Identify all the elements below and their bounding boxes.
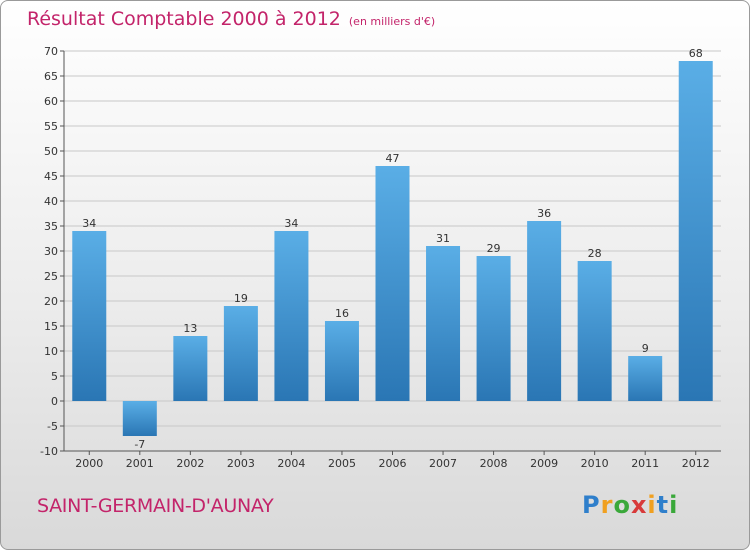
data-label: 19: [234, 292, 248, 305]
x-tick-label: 2005: [328, 457, 356, 470]
logo-letter: P: [582, 491, 601, 519]
bar: [173, 336, 208, 401]
bar: [527, 221, 562, 401]
data-label: 34: [82, 217, 96, 230]
data-label: 29: [487, 242, 501, 255]
bar: [426, 246, 461, 401]
y-tick-label: 40: [44, 195, 58, 208]
bar: [678, 61, 713, 401]
x-tick-label: 2003: [227, 457, 255, 470]
y-tick-label: 25: [44, 270, 58, 283]
logo-letter: o: [613, 491, 631, 519]
x-tick-label: 2012: [682, 457, 710, 470]
y-tick-label: 5: [51, 370, 58, 383]
y-tick-label: 15: [44, 320, 58, 333]
chart-subtitle: (en milliers d'€): [348, 15, 436, 28]
y-tick-label: 65: [44, 70, 58, 83]
data-label: 9: [642, 342, 649, 355]
bar: [577, 261, 612, 401]
y-tick-label: 50: [44, 145, 58, 158]
bar: [72, 231, 107, 401]
proxiti-logo[interactable]: Proxiti: [582, 491, 678, 519]
y-tick-label: 55: [44, 120, 58, 133]
y-tick-label: 10: [44, 345, 58, 358]
x-tick-label: 2011: [631, 457, 659, 470]
data-label: 16: [335, 307, 349, 320]
y-tick-label: 70: [44, 45, 58, 58]
y-tick-label: 20: [44, 295, 58, 308]
bar: [375, 166, 410, 401]
logo-letter: x: [630, 491, 648, 519]
x-tick-label: 2002: [176, 457, 204, 470]
commune-name: SAINT-GERMAIN-D'AUNAY: [37, 495, 274, 517]
data-label: 36: [537, 207, 551, 220]
x-tick-label: 2009: [530, 457, 558, 470]
y-tick-label: 45: [44, 170, 58, 183]
y-tick-label: 35: [44, 220, 58, 233]
logo-letter: r: [600, 491, 614, 519]
bar: [223, 306, 258, 401]
data-label: 28: [588, 247, 602, 260]
x-tick-labels: 2000 2001 2002 2003 2004 2005 2006 2007 2008 2009…: [75, 451, 710, 470]
chart-title: Résultat Comptable 2000 à 2012 (en millie…: [27, 8, 435, 30]
title-text: Résultat Comptable 2000 à 2012: [27, 8, 341, 30]
bar: [628, 356, 663, 401]
x-tick-label: 2008: [480, 457, 508, 470]
data-label: -7: [134, 438, 145, 451]
y-tick-label: -5: [47, 420, 58, 433]
y-tick-label: 60: [44, 95, 58, 108]
bar: [476, 256, 511, 401]
data-label: 47: [386, 152, 400, 165]
x-tick-label: 2010: [581, 457, 609, 470]
bar: [122, 401, 157, 436]
y-tick-label: -10: [40, 445, 58, 458]
logo-letter: t: [656, 491, 670, 519]
data-label: 34: [284, 217, 298, 230]
y-tick-label: 30: [44, 245, 58, 258]
x-tick-label: 2007: [429, 457, 457, 470]
data-labels: 34 -7 13 19 34 16 47 31 29 36 28 9 68: [82, 47, 702, 451]
x-tick-label: 2000: [75, 457, 103, 470]
x-tick-label: 2001: [126, 457, 154, 470]
y-tick-label: 0: [51, 395, 58, 408]
data-label: 13: [183, 322, 197, 335]
x-tick-label: 2006: [379, 457, 407, 470]
data-label: 31: [436, 232, 450, 245]
data-label: 68: [689, 47, 703, 60]
x-tick-label: 2004: [277, 457, 305, 470]
logo-letter: i: [647, 491, 657, 519]
y-tick-labels: -10 -5 0 5 10 15 20 25 30 35 40 45 50 55 60 65 70: [40, 45, 58, 458]
logo-letter: i: [669, 491, 679, 519]
bar: [324, 321, 359, 401]
bars: [72, 61, 713, 436]
bar: [274, 231, 309, 401]
